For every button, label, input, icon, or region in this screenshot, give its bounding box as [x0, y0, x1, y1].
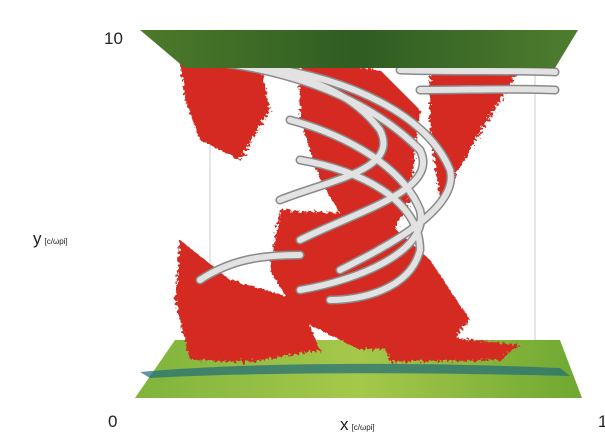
top-plate — [140, 30, 578, 68]
x-end-label: 1 — [598, 412, 605, 431]
visualization: 10 y[c/ωpi] 0 x[c/ωpi] 1 — [0, 0, 605, 433]
x-unit: [c/ωpi] — [352, 423, 375, 432]
x-start-label: 0 — [108, 412, 117, 431]
y-label: y — [33, 229, 42, 248]
x-label: x — [340, 415, 349, 433]
scene — [135, 30, 582, 398]
y-unit: [c/ωpi] — [45, 237, 68, 246]
x-axis-label: x[c/ωpi] — [340, 415, 375, 433]
red-structures — [175, 60, 520, 362]
y-top-label: 10 — [104, 29, 123, 48]
page: 10 y[c/ωpi] 0 x[c/ωpi] 1 (() => { const … — [0, 0, 605, 433]
y-axis-label: y[c/ωpi] — [33, 229, 68, 248]
